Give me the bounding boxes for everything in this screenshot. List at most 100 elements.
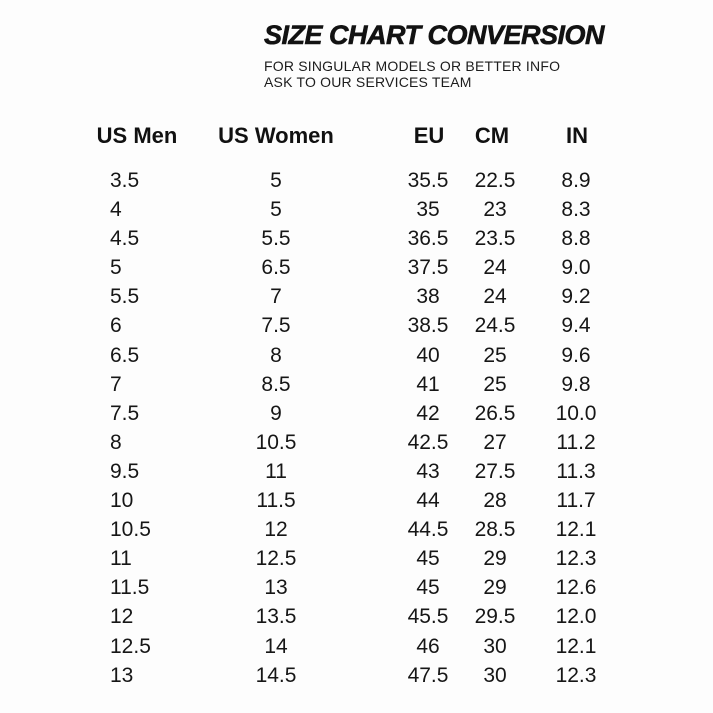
table-cell: 12.5	[255, 547, 297, 571]
table-cell: 14	[264, 634, 288, 658]
table-cell: 22.5	[474, 169, 516, 192]
table-cell: 9	[270, 401, 282, 425]
table-cell: 28.5	[474, 518, 516, 542]
table-cell: 29.5	[474, 605, 516, 629]
table-cell: 12.5	[110, 634, 151, 658]
column-in: 8.9 8.3 8.8 9.0 9.2 9.4 9.6 9.8 10.0 11.2 11.3 11.7…	[535, 166, 617, 690]
table-cell: 25	[483, 343, 507, 367]
table-cell: 30	[483, 634, 507, 658]
table-cell: 35.5	[407, 169, 449, 192]
table-cell: 12.6	[555, 576, 597, 600]
table-cell: 14.5	[255, 663, 297, 687]
table-cell: 10.0	[555, 401, 597, 425]
table-cell: 10	[110, 489, 134, 513]
column-eu: 35.5 35 36.5 37.5 38 38.5 40 41 42 42.5 43 44 44.5 45…	[387, 166, 469, 690]
column-header-in: IN	[566, 123, 588, 148]
table-cell: 45	[416, 576, 440, 600]
table-cell: 24.5	[474, 314, 516, 338]
table-cell: 8.3	[561, 198, 591, 222]
table-cell: 9.6	[561, 343, 591, 367]
table-cell: 4	[110, 198, 122, 222]
table-cell: 44.5	[407, 518, 449, 542]
table-cell: 9.8	[561, 372, 591, 396]
table-cell: 47.5	[407, 663, 449, 687]
table-cell: 30	[483, 663, 507, 687]
table-cell: 46	[416, 634, 440, 658]
column-us-men: 3.5 4 4.5 5 5.5 6 6.5 7 7.5 8 9.5 10 10.5 11 11.5 12 12.…	[110, 166, 220, 690]
table-cell: 11.3	[556, 459, 596, 483]
table-cell: 6.5	[261, 256, 291, 280]
table-cell: 29	[483, 547, 507, 571]
table-cell: 3.5	[110, 169, 140, 192]
table-cell: 40	[416, 343, 440, 367]
table-cell: 24	[483, 285, 507, 309]
column-cm: 22.5 23 23.5 24 24 24.5 25 25 26.5 27 27.5 28 28.5 29…	[454, 166, 536, 690]
table-cell: 36.5	[407, 227, 449, 251]
table-cell: 12.1	[555, 518, 597, 542]
table-cell: 7	[270, 285, 282, 309]
table-cell: 37.5	[407, 256, 449, 280]
table-cell: 12.3	[555, 547, 597, 571]
table-cell: 44	[416, 489, 440, 513]
table-cell: 5.5	[110, 285, 140, 309]
table-cell: 11.7	[556, 489, 596, 513]
column-us-women: 5 5 5.5 6.5 7 7.5 8 8.5 9 10.5 11 11.5 12 12.5 13 13.5 1…	[211, 166, 341, 690]
table-cell: 9.0	[561, 256, 591, 280]
table-cell: 23.5	[474, 227, 516, 251]
table-cell: 11.2	[556, 430, 596, 454]
table-cell: 10.5	[255, 430, 297, 454]
table-cell: 9.5	[110, 459, 140, 483]
table-cell: 9.4	[561, 314, 591, 338]
table-cell: 5.5	[261, 227, 291, 251]
page-subtitle-line2: ASK TO OUR SERVICES TEAM	[264, 74, 472, 90]
table-cell: 42.5	[407, 430, 449, 454]
table-cell: 45.5	[407, 605, 449, 629]
table-cell: 12.1	[555, 634, 597, 658]
table-cell: 4.5	[110, 227, 140, 251]
table-cell: 9.2	[561, 285, 591, 309]
table-cell: 11	[110, 547, 132, 571]
table-cell: 28	[483, 489, 507, 513]
table-cell: 12.3	[555, 663, 597, 687]
table-cell: 7	[110, 372, 122, 396]
table-cell: 5	[270, 198, 282, 222]
table-cell: 12	[264, 518, 288, 542]
table-cell: 7.5	[110, 401, 140, 425]
table-cell: 12.0	[555, 605, 597, 629]
table-cell: 11	[265, 459, 287, 483]
column-header-us-men: US Men	[96, 123, 178, 148]
table-cell: 23	[483, 198, 507, 222]
table-cell: 38.5	[407, 314, 449, 338]
table-cell: 45	[416, 547, 440, 571]
table-cell: 11.5	[256, 489, 296, 513]
table-cell: 8.8	[561, 227, 591, 251]
page-subtitle-line1: FOR SINGULAR MODELS OR BETTER INFO	[264, 58, 561, 74]
table-cell: 35	[416, 198, 440, 222]
table-cell: 12	[110, 605, 134, 629]
table-cell: 8.9	[561, 169, 591, 192]
table-cell: 24	[483, 256, 507, 280]
table-cell: 8	[110, 430, 122, 454]
table-cell: 11.5	[110, 576, 150, 600]
table-cell: 13	[110, 663, 134, 687]
table-cell: 26.5	[474, 401, 516, 425]
table-cell: 10.5	[110, 518, 151, 542]
column-header-cm: CM	[474, 123, 510, 148]
table-cell: 13.5	[255, 605, 297, 629]
title-block: SIZE CHART CONVERSION FOR SINGULAR MODEL…	[264, 20, 664, 90]
table-cell: 8.5	[261, 372, 291, 396]
table-cell: 38	[416, 285, 440, 309]
column-header-us-women: US Women	[218, 123, 334, 148]
table-cell: 8	[270, 343, 282, 367]
table-cell: 25	[483, 372, 507, 396]
table-cell: 27.5	[474, 459, 516, 483]
table-cell: 6.5	[110, 343, 140, 367]
table-cell: 41	[416, 372, 440, 396]
table-cell: 7.5	[261, 314, 291, 338]
column-header-eu: EU	[413, 123, 445, 148]
table-cell: 42	[416, 401, 440, 425]
table-cell: 13	[264, 576, 288, 600]
table-cell: 27	[483, 430, 507, 454]
page-title: SIZE CHART CONVERSION	[264, 20, 605, 51]
